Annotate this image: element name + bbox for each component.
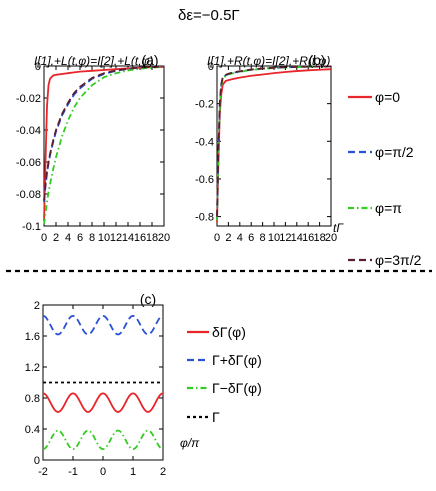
x-tick-label: 4 (65, 232, 71, 244)
y-tick-label: -0.06 (16, 157, 41, 169)
legend-entry: Γ (212, 409, 220, 425)
series-line (43, 66, 165, 222)
y-tick-label: -0.6 (195, 174, 214, 186)
x-tick-label: 12 (110, 232, 122, 244)
y-axis-label: I[1],+R(t,φ)=I[2],+R(t,φ) (207, 54, 330, 68)
x-tick-label: 20 (325, 232, 337, 244)
x-tick-label: 6 (77, 232, 83, 244)
panel-2: -2 -1 0 1 2 0 0.4 0.8 1.2 1.6 2 (c) φ/π (25, 291, 200, 478)
x-tick-label: 20 (158, 232, 170, 244)
x-tick-label: 8 (89, 232, 95, 244)
x-tick-label: -1 (68, 466, 78, 478)
plot-frame (216, 65, 332, 227)
panel-label: (b) (308, 52, 325, 68)
y-tick-label: 1.6 (25, 331, 40, 343)
legend-entry: Γ+δΓ(φ) (212, 352, 262, 368)
x-tick-label: 12 (279, 232, 291, 244)
series-line (216, 68, 332, 223)
y-tick-label: -0.4 (195, 136, 214, 148)
y-tick-label: -0.08 (16, 189, 41, 201)
x-tick-label: 18 (146, 232, 158, 244)
x-tick-label: 16 (302, 232, 314, 244)
y-tick-label: 2 (34, 300, 40, 312)
figure-title: δε=−0.5Γ (178, 7, 240, 24)
x-tick-label: 0 (214, 232, 220, 244)
x-tick-label: 14 (291, 232, 303, 244)
legend-entry: φ=0 (375, 89, 400, 105)
series-line (43, 65, 165, 201)
x-tick-label: 0 (41, 232, 47, 244)
series-line (42, 392, 164, 413)
x-tick-label: 10 (98, 232, 110, 244)
y-tick-label: 0 (35, 61, 41, 73)
panel-1: 0 2 4 6 8 10 12 14 16 18 20-0.8-0.6-0.4-0.20 (b)I[1… (195, 52, 337, 244)
panel-label: (c) (140, 291, 156, 307)
x-tick-label: 6 (248, 232, 254, 244)
y-axis-label: I[1],+L(t,φ)=I[2],+L(t,φ) (34, 54, 153, 68)
x-tick-label: 8 (260, 232, 266, 244)
y-tick-label: 0.4 (25, 424, 40, 436)
x-tick-label: -2 (38, 466, 48, 478)
y-tick-label: 1.2 (25, 362, 40, 374)
x-tick-label: 16 (134, 232, 146, 244)
series-line (43, 66, 165, 225)
series-line (42, 314, 164, 336)
series-line (216, 65, 332, 221)
series-line (216, 65, 332, 219)
legend-entry: φ=π/2 (375, 144, 414, 160)
x-tick-label: 0 (100, 466, 106, 478)
y-tick-label: 0 (34, 455, 40, 467)
legend-entry: φ=π (375, 200, 402, 216)
x-tick-label: 4 (237, 232, 243, 244)
x-axis-label: tΓ (333, 221, 344, 235)
series-line (42, 429, 164, 451)
y-tick-label: -0.1 (22, 221, 41, 233)
y-tick-label: -0.8 (195, 212, 214, 224)
series-line (43, 65, 165, 203)
x-axis-label: φ/π (180, 436, 200, 450)
panel-0: 0 2 4 6 8 10 12 14 16 18 20-0.1-0.08-0.06-0.04-0.0… (16, 52, 170, 244)
plot-frame (43, 65, 165, 227)
x-tick-label: 2 (225, 232, 231, 244)
x-tick-label: 18 (313, 232, 325, 244)
legend-entry: δΓ(φ) (212, 324, 246, 340)
x-tick-label: 2 (53, 232, 59, 244)
y-tick-label: 0.8 (25, 393, 40, 405)
y-tick-label: -0.2 (195, 99, 214, 111)
panel-label: (a) (141, 52, 158, 68)
y-tick-label: -0.02 (16, 93, 41, 105)
y-tick-label: 0 (208, 61, 214, 73)
x-tick-label: 10 (268, 232, 280, 244)
series-line (216, 65, 332, 217)
legend-entry: φ=3π/2 (375, 252, 422, 268)
x-tick-label: 14 (122, 232, 134, 244)
x-tick-label: 1 (130, 466, 136, 478)
legend-entry: Γ−δΓ(φ) (212, 380, 262, 396)
x-tick-label: 2 (160, 466, 166, 478)
y-tick-label: -0.04 (16, 125, 41, 137)
